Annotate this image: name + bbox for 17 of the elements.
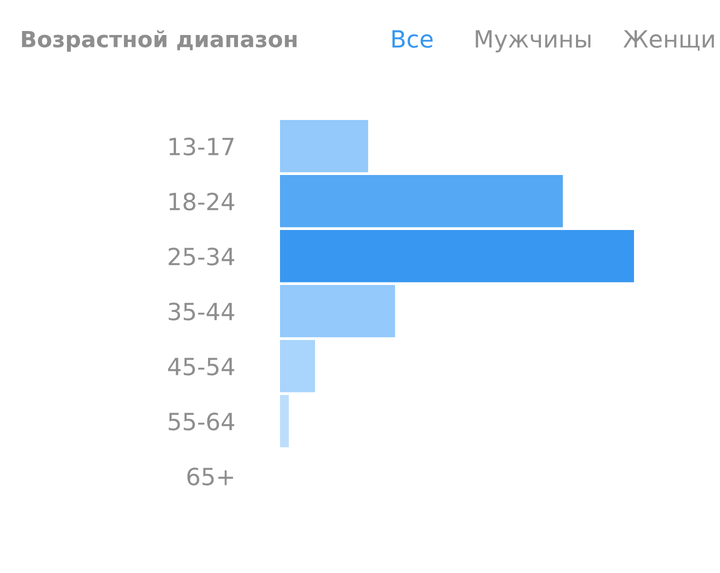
y-tick-label: 65+: [187, 468, 234, 486]
y-tick-label: 13-17: [170, 138, 234, 156]
y-tick-label: 18-24: [170, 192, 234, 210]
text: Мужчины: [476, 30, 590, 52]
chart-title: Возрастной диапазон: [22, 30, 297, 52]
bar: [280, 175, 563, 228]
bar: [280, 340, 316, 392]
y-tick-label: 35-44: [168, 302, 234, 320]
text: Женщи: [623, 30, 714, 51]
y-tick-label: 55-64: [168, 412, 234, 430]
y-tick-label: 25-34: [168, 248, 234, 266]
bar: [280, 230, 634, 282]
bar: [280, 395, 289, 448]
bar: [280, 120, 368, 172]
text: Все: [392, 30, 433, 48]
bar: [280, 285, 396, 338]
y-tick-label: 45-54: [168, 358, 234, 376]
